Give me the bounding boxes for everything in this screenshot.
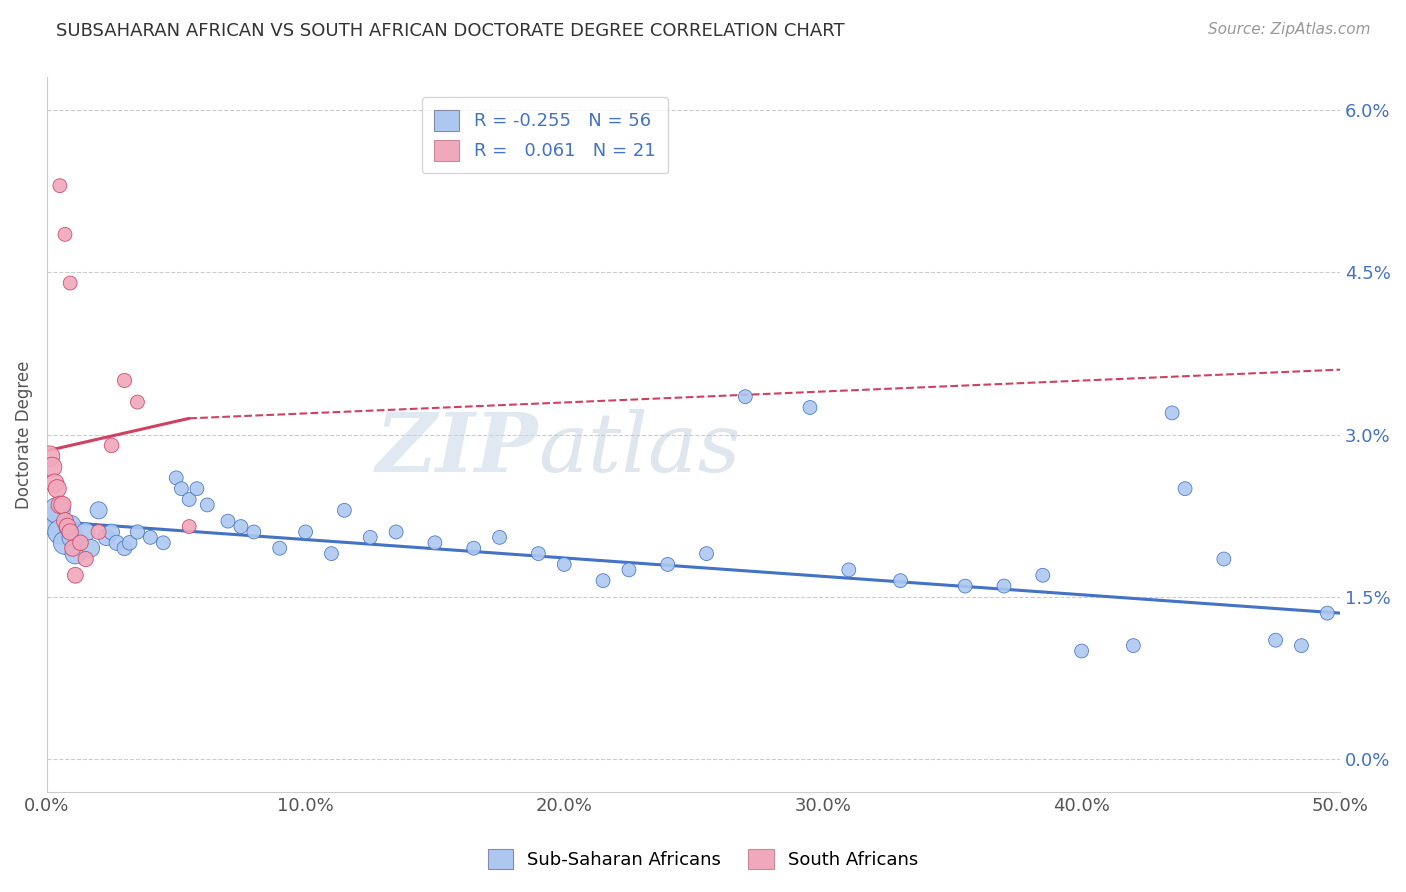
Point	[53, 536, 76, 550]
Point	[993, 579, 1015, 593]
Point	[127, 395, 149, 409]
Point	[359, 530, 381, 544]
Point	[527, 547, 550, 561]
Point	[170, 482, 193, 496]
Point	[69, 536, 91, 550]
Point	[229, 519, 252, 533]
Point	[179, 519, 201, 533]
Legend: Sub-Saharan Africans, South Africans: Sub-Saharan Africans, South Africans	[478, 839, 928, 879]
Point	[75, 552, 97, 566]
Point	[51, 498, 73, 512]
Point	[657, 558, 679, 572]
Point	[165, 471, 187, 485]
Point	[294, 524, 316, 539]
Point	[127, 524, 149, 539]
Point	[321, 547, 343, 561]
Point	[1212, 552, 1234, 566]
Point	[87, 524, 110, 539]
Point	[195, 498, 218, 512]
Point	[96, 530, 118, 544]
Point	[59, 519, 82, 533]
Point	[1032, 568, 1054, 582]
Point	[592, 574, 614, 588]
Point	[38, 449, 60, 463]
Point	[53, 514, 76, 528]
Point	[118, 536, 141, 550]
Point	[105, 536, 128, 550]
Point	[152, 536, 174, 550]
Point	[617, 563, 640, 577]
Point	[333, 503, 356, 517]
Point	[53, 227, 76, 242]
Point	[59, 276, 82, 290]
Point	[953, 579, 976, 593]
Point	[46, 482, 69, 496]
Point	[179, 492, 201, 507]
Point	[1264, 633, 1286, 648]
Point	[734, 390, 756, 404]
Point	[385, 524, 408, 539]
Point	[62, 530, 84, 544]
Point	[1174, 482, 1197, 496]
Point	[1070, 644, 1092, 658]
Point	[65, 568, 87, 582]
Point	[100, 524, 122, 539]
Point	[41, 460, 63, 475]
Point	[46, 503, 69, 517]
Point	[44, 476, 66, 491]
Point	[1316, 606, 1339, 620]
Text: Source: ZipAtlas.com: Source: ZipAtlas.com	[1208, 22, 1371, 37]
Point	[139, 530, 162, 544]
Point	[488, 530, 510, 544]
Text: atlas: atlas	[538, 409, 741, 489]
Point	[49, 524, 72, 539]
Point	[41, 514, 63, 528]
Point	[49, 178, 72, 193]
Point	[87, 503, 110, 517]
Point	[695, 547, 717, 561]
Text: SUBSAHARAN AFRICAN VS SOUTH AFRICAN DOCTORATE DEGREE CORRELATION CHART: SUBSAHARAN AFRICAN VS SOUTH AFRICAN DOCT…	[56, 22, 845, 40]
Point	[49, 498, 72, 512]
Point	[75, 524, 97, 539]
Point	[114, 374, 136, 388]
Point	[243, 524, 266, 539]
Y-axis label: Doctorate Degree: Doctorate Degree	[15, 360, 32, 508]
Point	[59, 524, 82, 539]
Point	[799, 401, 821, 415]
Point	[838, 563, 860, 577]
Point	[56, 519, 79, 533]
Point	[553, 558, 575, 572]
Point	[186, 482, 208, 496]
Point	[463, 541, 485, 556]
Text: ZIP: ZIP	[375, 409, 538, 489]
Point	[80, 541, 103, 556]
Point	[1161, 406, 1184, 420]
Point	[217, 514, 239, 528]
Legend: R = -0.255   N = 56, R =   0.061   N = 21: R = -0.255 N = 56, R = 0.061 N = 21	[422, 97, 668, 173]
Point	[269, 541, 291, 556]
Point	[100, 438, 122, 452]
Point	[889, 574, 911, 588]
Point	[62, 541, 84, 556]
Point	[1291, 639, 1313, 653]
Point	[423, 536, 446, 550]
Point	[65, 547, 87, 561]
Point	[114, 541, 136, 556]
Point	[1122, 639, 1144, 653]
